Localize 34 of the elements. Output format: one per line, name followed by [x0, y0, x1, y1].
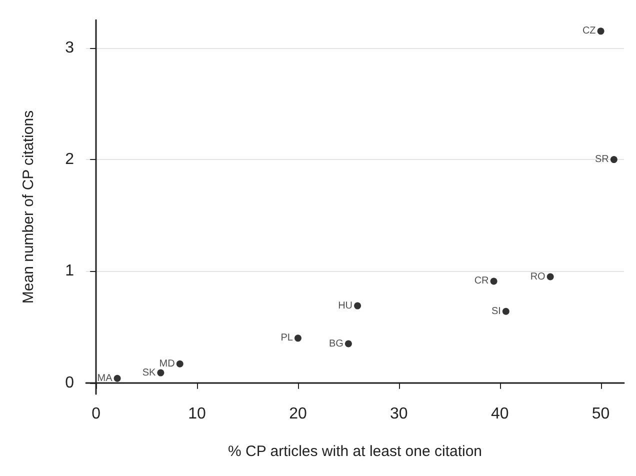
annotation: MA [97, 372, 113, 384]
x-tick-label: 30 [390, 406, 408, 422]
annotation: SI [491, 306, 501, 317]
annotation: PL [280, 332, 294, 344]
annotation: CR [474, 276, 489, 287]
point [610, 156, 618, 164]
y-tick-label: 3 [65, 39, 74, 56]
y-axis-title: Mean number of CP citations [20, 110, 37, 304]
point [490, 278, 498, 285]
point [502, 308, 510, 315]
point [176, 360, 184, 368]
annotation: SK [142, 367, 156, 378]
annotation: CZ [582, 26, 596, 37]
point [344, 340, 352, 348]
y-tick-label: 1 [65, 262, 74, 280]
point [114, 374, 121, 382]
annotation: HU [338, 300, 353, 312]
x-tick-label: 20 [289, 406, 307, 422]
y-tick-label: 0 [65, 374, 74, 392]
point [354, 302, 362, 310]
point [597, 28, 604, 35]
point [546, 273, 554, 280]
x-tick-label: 40 [490, 406, 509, 422]
x-tick-label: 10 [188, 406, 206, 422]
point [294, 334, 302, 342]
x-axis-title: % CP articles with at least one citation [228, 443, 482, 460]
x-tick-label: 0 [92, 406, 101, 422]
y-tick-label: 2 [65, 151, 74, 168]
annotation: MD [159, 358, 175, 370]
x-tick-label: 50 [592, 406, 610, 422]
annotation: SR [595, 154, 609, 166]
annotation: RO [530, 271, 546, 282]
point [157, 369, 164, 376]
annotation: BG [328, 338, 344, 350]
